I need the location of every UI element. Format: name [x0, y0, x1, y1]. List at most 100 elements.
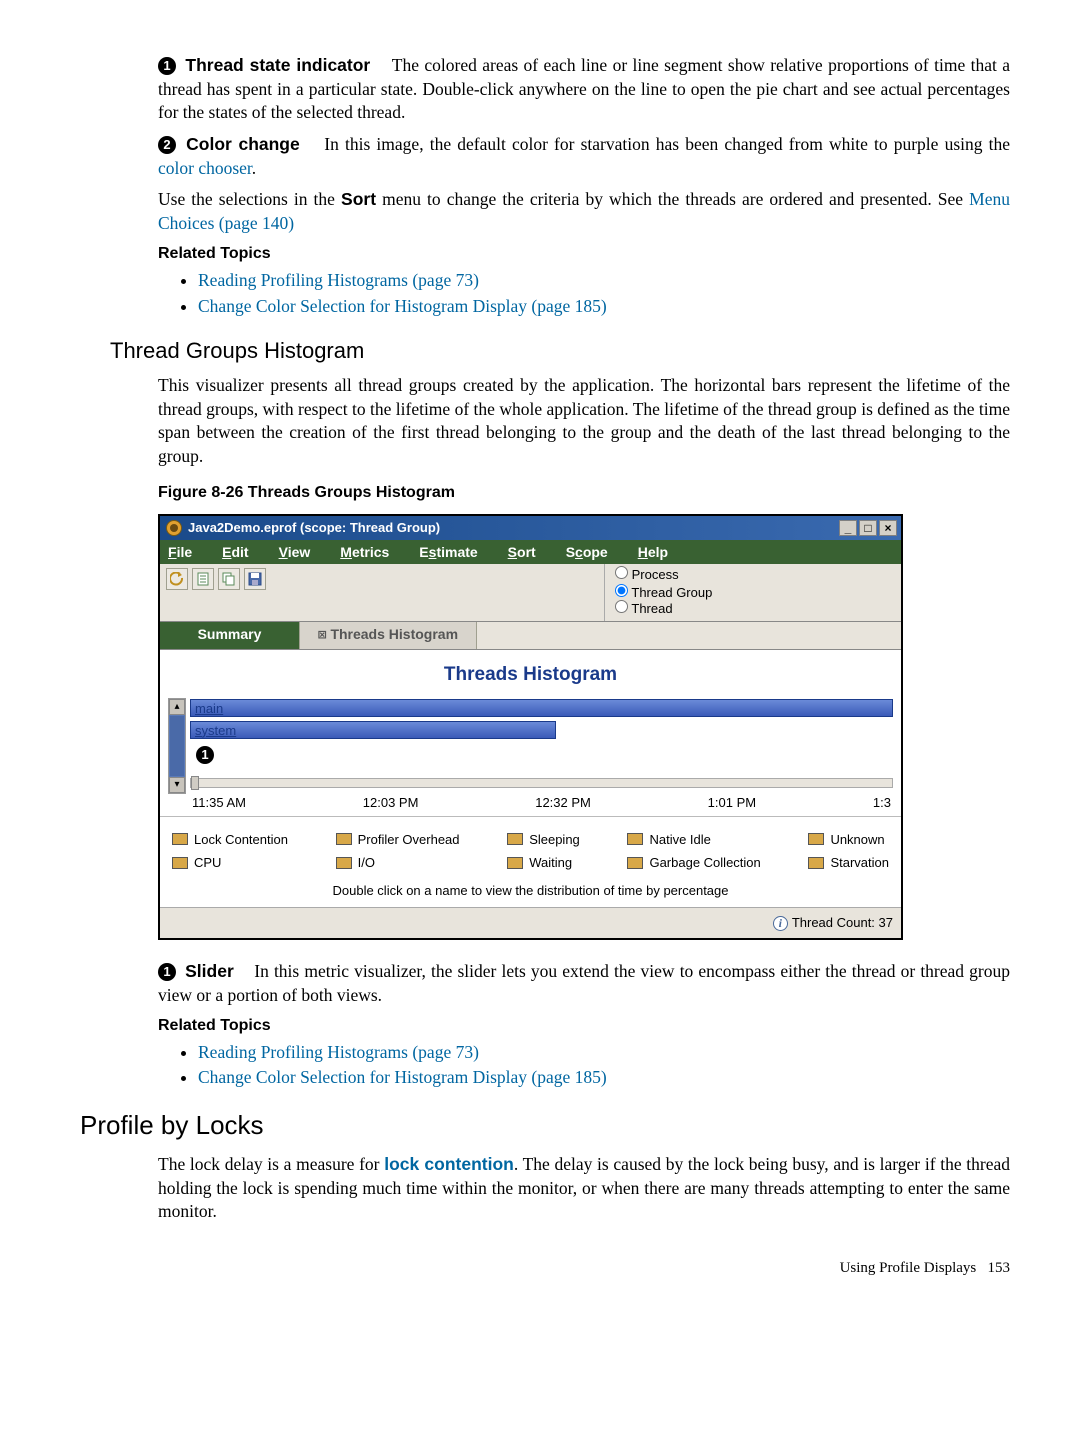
bars-column: main system 1 11:35 AM 12:03 PM 12:32 PM… [190, 698, 893, 812]
back-icon[interactable] [166, 568, 188, 590]
menu-help[interactable]: Help [638, 543, 668, 562]
tick: 12:03 PM [363, 794, 419, 812]
legend-item: Waiting [507, 854, 580, 872]
figure-caption: Figure 8-26 Threads Groups Histogram [158, 482, 1010, 504]
callout2-post: . [252, 158, 256, 178]
sort-bold: Sort [341, 189, 376, 209]
page-footer: Using Profile Displays 153 [70, 1258, 1010, 1278]
legend-swatch [808, 857, 824, 869]
vertical-scrollbar[interactable]: ▴ ▾ [168, 698, 186, 794]
callout2-pre: In this image, the default color for sta… [324, 134, 1010, 154]
legend-item: I/O [336, 854, 460, 872]
scroll-down-icon[interactable]: ▾ [169, 777, 185, 793]
titlebar: Java2Demo.eprof (scope: Thread Group) _ … [160, 516, 901, 540]
legend-label: CPU [194, 854, 221, 872]
close-button[interactable]: × [879, 520, 897, 536]
legend-label: Garbage Collection [649, 854, 760, 872]
profiler-window: Java2Demo.eprof (scope: Thread Group) _ … [158, 514, 903, 940]
section-profile-by-locks: Profile by Locks [80, 1108, 1010, 1143]
legend-swatch [507, 857, 523, 869]
copy-icon[interactable] [218, 568, 240, 590]
callout-color-change: 2 Color change In this image, the defaul… [158, 133, 1010, 180]
legend-note: Double click on a name to view the distr… [172, 882, 889, 904]
list-item: Reading Profiling Histograms (page 73) [198, 269, 1010, 293]
status-bar: i Thread Count: 37 [160, 907, 901, 938]
legend-swatch [172, 833, 188, 845]
tab-threads-histogram[interactable]: ⊠Threads Histogram [300, 622, 477, 649]
legend-swatch [627, 833, 643, 845]
time-slider-handle[interactable] [191, 776, 199, 790]
bar-label-main: main [195, 700, 223, 718]
callout1-title: Thread state indicator [185, 55, 370, 75]
bar-row-main[interactable]: main [190, 698, 893, 718]
scope-process[interactable]: Process [615, 566, 893, 584]
callout-marker-3: 1 [158, 963, 176, 981]
legend-label: I/O [358, 854, 375, 872]
tab-summary[interactable]: Summary [160, 622, 300, 649]
page-number: 153 [988, 1260, 1011, 1276]
menu-metrics[interactable]: Metrics [340, 543, 389, 562]
callout-marker-slider: 1 [196, 746, 214, 764]
tab-spacer [477, 622, 901, 649]
menu-edit[interactable]: Edit [222, 543, 248, 562]
color-chooser-link[interactable]: color chooser [158, 158, 252, 178]
legend-item: Profiler Overhead [336, 831, 460, 849]
legend-item: Starvation [808, 854, 889, 872]
legend-swatch [336, 857, 352, 869]
callout3-title: Slider [185, 961, 234, 981]
legend-label: Sleeping [529, 831, 580, 849]
menu-scope[interactable]: Scope [566, 543, 608, 562]
sort-pre: Use the selections in the [158, 189, 341, 209]
tabs: Summary ⊠Threads Histogram [160, 622, 901, 650]
toolbar-row: Process Thread Group Thread [160, 564, 901, 622]
slider-callout: 1 [190, 746, 893, 765]
minimize-button[interactable]: _ [839, 520, 857, 536]
s2-pre: The lock delay is a measure for [158, 1154, 384, 1174]
legend-item: Unknown [808, 831, 889, 849]
menubar: File Edit View Metrics Estimate Sort Sco… [160, 540, 901, 565]
bar-row-system[interactable]: system [190, 720, 893, 740]
save-icon[interactable] [244, 568, 266, 590]
menu-file[interactable]: File [168, 543, 192, 562]
doc-icon[interactable] [192, 568, 214, 590]
sort-paragraph: Use the selections in the Sort menu to c… [158, 188, 1010, 235]
tick: 12:32 PM [535, 794, 591, 812]
legend-label: Starvation [830, 854, 889, 872]
menu-estimate[interactable]: Estimate [419, 543, 477, 562]
scroll-thumb[interactable] [169, 715, 185, 777]
time-axis: 11:35 AM 12:03 PM 12:32 PM 1:01 PM 1:3 [190, 788, 893, 812]
legend-item: CPU [172, 854, 288, 872]
legend-item: Lock Contention [172, 831, 288, 849]
callout2-title: Color change [186, 134, 300, 154]
callout-slider: 1 Slider In this metric visualizer, the … [158, 960, 1010, 1007]
legend: Lock Contention Profiler Overhead Sleeping… [160, 817, 901, 908]
list-item: Reading Profiling Histograms (page 73) [198, 1041, 1010, 1065]
legend-label: Profiler Overhead [358, 831, 460, 849]
legend-label: Lock Contention [194, 831, 288, 849]
scroll-up-icon[interactable]: ▴ [169, 699, 185, 715]
info-icon: i [773, 916, 788, 931]
legend-item: Sleeping [507, 831, 580, 849]
related-link[interactable]: Reading Profiling Histograms (page 73) [198, 1042, 479, 1062]
thread-count: Thread Count: 37 [792, 915, 893, 930]
maximize-button[interactable]: □ [859, 520, 877, 536]
legend-swatch [627, 857, 643, 869]
time-slider-track[interactable] [190, 778, 893, 788]
menu-sort[interactable]: Sort [508, 543, 536, 562]
legend-label: Waiting [529, 854, 572, 872]
menu-view[interactable]: View [279, 543, 311, 562]
related-link[interactable]: Reading Profiling Histograms (page 73) [198, 270, 479, 290]
tick: 1:01 PM [708, 794, 756, 812]
related-link[interactable]: Change Color Selection for Histogram Dis… [198, 296, 607, 316]
list-item: Change Color Selection for Histogram Dis… [198, 1066, 1010, 1090]
legend-label: Native Idle [649, 831, 710, 849]
tick: 11:35 AM [192, 794, 246, 812]
lock-contention-link[interactable]: lock contention [384, 1154, 514, 1174]
window-title: Java2Demo.eprof (scope: Thread Group) [188, 519, 440, 537]
footer-label: Using Profile Displays [840, 1260, 977, 1276]
chart-area: Threads Histogram ▴ ▾ main system 1 [160, 650, 901, 817]
scope-thread[interactable]: Thread [615, 600, 893, 618]
related-link[interactable]: Change Color Selection for Histogram Dis… [198, 1067, 607, 1087]
section1-body: This visualizer presents all thread grou… [158, 374, 1010, 469]
callout3-text: In this metric visualizer, the slider le… [158, 961, 1010, 1005]
